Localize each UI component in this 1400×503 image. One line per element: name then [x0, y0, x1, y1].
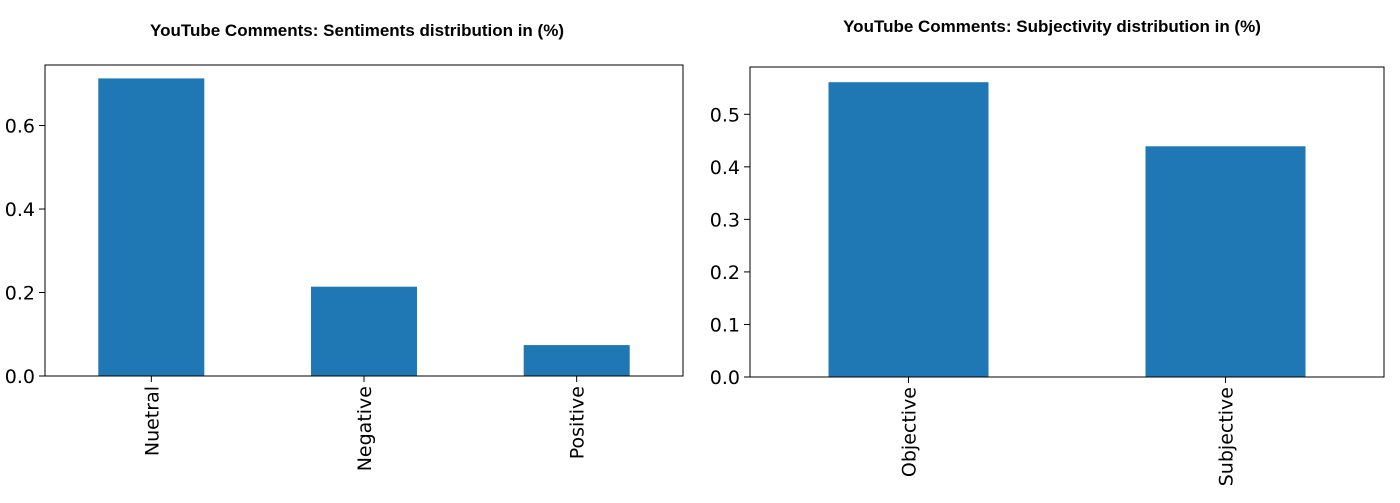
bar-nuetral — [98, 78, 205, 377]
chart-title: YouTube Comments: Sentiments distributio… — [150, 21, 564, 40]
x-tick-label-objective: Objective — [899, 387, 921, 477]
y-tick-label: 0.1 — [710, 314, 740, 336]
y-tick-label: 0.2 — [710, 262, 740, 284]
x-ticks: Objective Subjective — [899, 377, 1238, 486]
y-tick-label: 0.3 — [710, 209, 740, 231]
chart-title: YouTube Comments: Subjectivity distribut… — [843, 17, 1261, 36]
y-ticks: 0.0 0.1 0.2 0.3 0.4 0.5 — [710, 104, 750, 389]
bar-positive — [523, 345, 630, 376]
x-tick-label-nuetral: Nuetral — [141, 386, 163, 456]
bar-subjective — [1145, 146, 1306, 377]
y-tick-label: 0.2 — [5, 283, 35, 305]
sentiments-chart: YouTube Comments: Sentiments distributio… — [5, 21, 684, 471]
bars — [828, 82, 1306, 377]
x-tick-label-positive: Positive — [567, 386, 589, 459]
x-tick-label-negative: Negative — [354, 386, 376, 471]
y-tick-label: 0.4 — [710, 157, 740, 179]
y-tick-label: 0.0 — [710, 367, 740, 389]
bar-objective — [828, 82, 989, 377]
bar-negative — [311, 286, 417, 376]
y-tick-label: 0.0 — [5, 366, 35, 388]
y-tick-label: 0.6 — [5, 116, 35, 138]
y-tick-label: 0.5 — [710, 104, 740, 126]
x-ticks: Nuetral Negative Positive — [141, 376, 589, 471]
subjectivity-chart: YouTube Comments: Subjectivity distribut… — [710, 17, 1385, 486]
y-ticks: 0.0 0.2 0.4 0.6 — [5, 116, 45, 388]
plot-frame — [749, 66, 1385, 378]
x-tick-label-subjective: Subjective — [1216, 387, 1238, 486]
bars — [98, 78, 630, 377]
plot-frame — [44, 64, 684, 377]
y-tick-label: 0.4 — [5, 199, 35, 221]
